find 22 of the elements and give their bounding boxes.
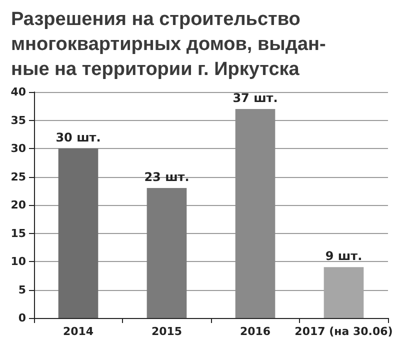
x-tick-label: 2014 — [62, 325, 94, 338]
chart-title: Разрешения на строительство многоквартирных домов, выдан- ные на территории г. Иркутска — [11, 9, 326, 80]
data-label: 30 шт. — [56, 130, 101, 144]
data-label: 23 шт. — [144, 170, 190, 184]
y-tick-label: 20 — [10, 198, 26, 212]
y-tick-label: 30 — [10, 142, 26, 155]
y-tick-label: 10 — [10, 255, 26, 268]
x-tick-label: 2015 — [151, 325, 182, 338]
y-tick-label: 15 — [10, 226, 26, 240]
x-tick-label: 2017 (на 30.06) — [294, 325, 393, 338]
bar — [146, 188, 187, 318]
y-tick-label: 0 — [18, 312, 26, 324]
data-label: 9 шт. — [325, 249, 362, 264]
y-tick-label: 35 — [10, 114, 26, 127]
bar — [235, 108, 276, 318]
y-tick-label: 40 — [10, 86, 26, 98]
y-tick-label: 25 — [10, 170, 26, 184]
bar — [324, 267, 364, 318]
bar — [58, 148, 98, 318]
y-tick-label: 5 — [18, 283, 26, 296]
x-tick-label: 2016 — [240, 325, 271, 338]
data-label: 37 шт. — [232, 90, 278, 105]
